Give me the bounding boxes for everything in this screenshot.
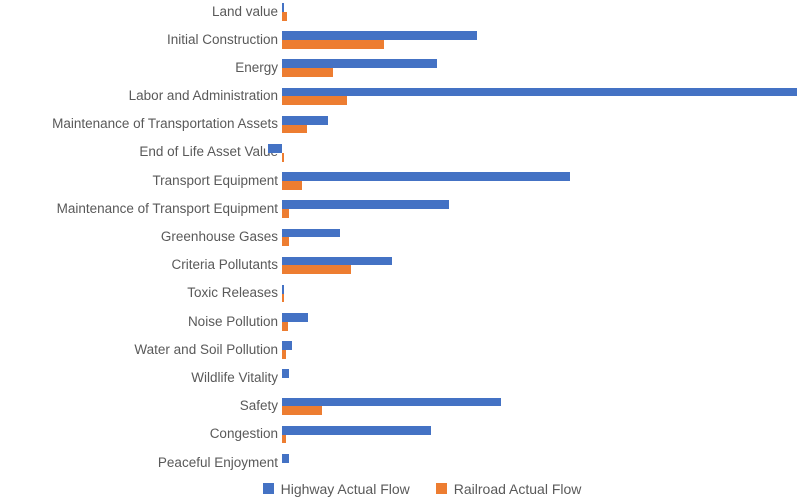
category-label: Initial Construction: [166, 31, 278, 47]
highway-bar: [282, 425, 431, 435]
chart-row: Wildlife Vitality: [0, 366, 800, 394]
category-label: End of Life Asset Value: [139, 144, 278, 160]
category-label: Maintenance of Transport Equipment: [56, 200, 278, 216]
legend-label-highway: Highway Actual Flow: [280, 480, 410, 497]
chart-row: Congestion: [0, 423, 800, 451]
chart-row: Maintenance of Transportation Assets: [0, 113, 800, 141]
highway-bar: [282, 341, 292, 351]
chart-row: Greenhouse Gases: [0, 226, 800, 254]
legend-item-highway: Highway Actual Flow: [262, 480, 410, 497]
highway-legend-swatch-icon: [262, 483, 274, 494]
highway-bar: [282, 369, 290, 379]
highway-bar: [282, 397, 501, 407]
category-label: Wildlife Vitality: [191, 369, 278, 385]
railroad-bar: [282, 293, 284, 303]
highway-bar: [282, 3, 285, 12]
chart-row: Land value: [0, 0, 800, 28]
highway-bar: [282, 115, 328, 125]
highway-bar: [282, 454, 290, 463]
category-label: Labor and Administration: [128, 88, 278, 104]
chart-row: Labor and Administration: [0, 85, 800, 113]
category-label: Criteria Pollutants: [171, 257, 278, 273]
highway-bar: [282, 284, 284, 294]
category-label: Water and Soil Pollution: [134, 341, 278, 357]
category-label: Greenhouse Gases: [160, 229, 278, 244]
railroad-bar: [282, 209, 290, 218]
railroad-bar: [282, 11, 288, 21]
legend-label-railroad: Railroad Actual Flow: [453, 480, 582, 497]
highway-bar: [268, 143, 282, 153]
legend: Highway Actual Flow Railroad Actual Flow: [0, 478, 800, 499]
railroad-bar: [282, 124, 308, 134]
chart-row: End of Life Asset Value: [0, 141, 800, 169]
category-label: Noise Pollution: [187, 313, 278, 329]
category-label: Energy: [235, 59, 278, 75]
chart-row: Criteria Pollutants: [0, 254, 800, 282]
chart-row: Safety: [0, 395, 800, 423]
chart-row: Energy: [0, 56, 800, 84]
category-label: Toxic Releases: [187, 285, 278, 301]
category-label: Maintenance of Transportation Assets: [52, 116, 278, 132]
railroad-bar: [282, 434, 287, 444]
railroad-bar: [282, 406, 323, 416]
railroad-bar: [282, 180, 303, 190]
category-label: Peaceful Enjoyment: [157, 454, 278, 470]
chart-row: Maintenance of Transport Equipment: [0, 197, 800, 225]
chart-row: Peaceful Enjoyment: [0, 451, 800, 479]
chart-row: Transport Equipment: [0, 169, 800, 197]
highway-bar: [282, 256, 393, 266]
railroad-bar: [282, 68, 333, 77]
highway-bar: [282, 228, 341, 238]
railroad-legend-swatch-icon: [435, 483, 447, 494]
railroad-bar: [282, 152, 285, 162]
railroad-bar: [282, 96, 347, 106]
chart-row: Toxic Releases: [0, 282, 800, 310]
highway-bar: [282, 31, 478, 40]
chart-row: Initial Construction: [0, 28, 800, 56]
highway-bar: [282, 313, 308, 322]
category-label: Congestion: [209, 426, 278, 442]
category-label: Safety: [239, 398, 278, 414]
highway-bar: [282, 87, 797, 97]
highway-bar: [282, 200, 449, 210]
railroad-bar: [282, 237, 290, 247]
category-label: Land value: [211, 3, 278, 19]
plot-rows: Land value Initial Construction Energy Labo…: [0, 0, 800, 479]
railroad-bar: [282, 321, 289, 331]
highway-bar: [282, 59, 437, 69]
railroad-bar: [282, 39, 384, 49]
railroad-bar: [282, 265, 351, 275]
legend-item-railroad: Railroad Actual Flow: [435, 480, 582, 497]
chart-row: Noise Pollution: [0, 310, 800, 338]
railroad-bar: [282, 350, 287, 359]
highway-bar: [282, 172, 570, 181]
category-label: Transport Equipment: [152, 172, 278, 188]
chart-row: Water and Soil Pollution: [0, 338, 800, 366]
